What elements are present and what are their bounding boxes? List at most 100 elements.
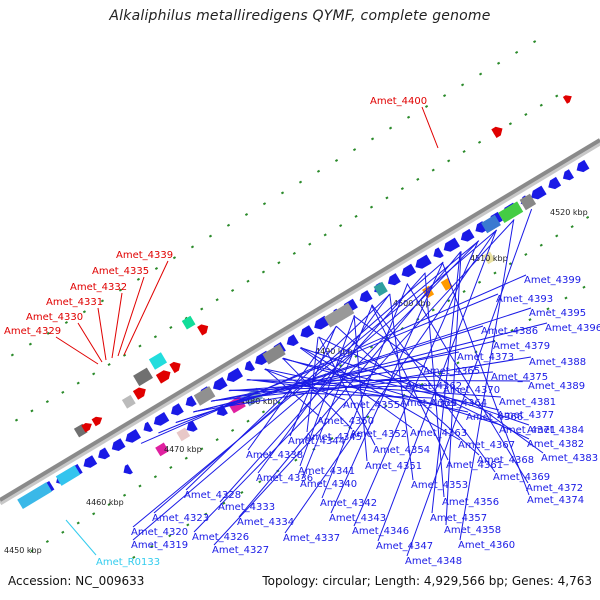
reverse-gene-label: Amet_4354 <box>373 445 430 456</box>
rna-gene-block <box>17 482 52 509</box>
guide-dot <box>447 159 451 163</box>
reverse-gene-arrow <box>359 290 373 303</box>
reverse-gene-label: Amet_4336 <box>256 473 313 484</box>
reverse-gene-label: Amet_4320 <box>131 527 188 538</box>
guide-dot <box>118 288 123 292</box>
guide-dot <box>462 150 466 154</box>
scale-tick-label: 4520 kbp <box>550 208 588 217</box>
guide-dot <box>222 501 226 505</box>
guide-dot <box>456 361 460 365</box>
guide-dot <box>46 331 50 335</box>
reverse-leader-line <box>153 261 444 514</box>
pseudo-gene-block <box>262 343 286 365</box>
guide-dot <box>277 261 281 265</box>
guide-dot <box>258 480 262 484</box>
guide-dot <box>438 372 442 376</box>
reverse-gene-label: Amet_4381 <box>499 397 556 408</box>
scale-tick-label: 4470 kbp <box>164 445 202 454</box>
forward-gene-label: Amet_4400 <box>370 96 427 107</box>
guide-dot <box>546 307 550 311</box>
reverse-gene-label: Amet_4350 <box>317 416 374 427</box>
reverse-gene-arrow <box>401 263 417 278</box>
rna-gene-label: Amet_R0133 <box>96 557 160 568</box>
reverse-leader-line <box>431 251 461 514</box>
gene-block-green <box>498 201 524 223</box>
reverse-leader-line <box>441 262 530 496</box>
forward-leader-line <box>123 260 169 356</box>
scale-tick-label: 4460 kbp <box>86 498 124 507</box>
guide-dot <box>262 202 267 206</box>
reverse-gene-label: Amet_4356 <box>442 497 499 508</box>
reverse-gene-label: Amet_4352 <box>350 429 407 440</box>
gene-block-pale <box>176 427 191 442</box>
guide-dot <box>45 400 49 404</box>
guide-dot <box>153 335 158 339</box>
reverse-gene-label: Amet_4340 <box>300 479 357 490</box>
guide-dot <box>570 225 574 229</box>
topology-text: Topology: circular; Length: 4,929,566 bp… <box>262 574 592 588</box>
guide-dot <box>330 436 334 440</box>
gene-block-blue <box>481 214 501 234</box>
reverse-leader-line <box>318 336 376 446</box>
pseudo-gene-block <box>133 367 153 387</box>
reverse-gene-label: Amet_4360 <box>458 540 515 551</box>
forward-leader-line <box>421 106 439 149</box>
reverse-gene-arrow <box>244 360 255 372</box>
guide-dot <box>497 61 501 65</box>
guide-dot <box>184 316 188 320</box>
guide-dot <box>339 224 343 228</box>
reverse-gene-label: Amet_4368 <box>477 455 534 466</box>
guide-dot <box>240 490 244 494</box>
reverse-leader-line <box>445 251 462 526</box>
reverse-gene-arrow <box>143 421 153 432</box>
reverse-gene-arrow <box>111 438 126 451</box>
forward-gene-arrow <box>81 423 92 433</box>
forward-leader-line <box>77 322 103 363</box>
reverse-leader-line <box>318 336 530 440</box>
reverse-leader-line <box>213 219 515 546</box>
guide-dot <box>555 94 559 98</box>
guide-dot <box>107 503 111 507</box>
reverse-gene-label: Amet_4347 <box>376 541 433 552</box>
guide-dot <box>204 512 208 516</box>
forward-labels: Amet_4400 Amet_4339 Amet_4335 Amet_4332 Amet… <box>4 96 439 365</box>
guide-dot <box>508 122 513 126</box>
forward-gene-label: Amet_4335 <box>92 266 149 277</box>
reverse-gene-label: Amet_4357 <box>430 513 487 524</box>
reverse-gene-label: Amet_4319 <box>131 540 188 551</box>
guide-dot <box>323 233 327 237</box>
pseudo-gene-block <box>324 302 355 328</box>
guide-dot <box>424 104 429 108</box>
reverse-gene-label: Amet_4323 <box>152 513 209 524</box>
reverse-leader-line <box>289 326 337 437</box>
reverse-gene-label: Amet_4389 <box>528 381 585 392</box>
forward-gene-arrow <box>562 95 572 104</box>
reverse-leader-line <box>353 241 479 527</box>
guide-dot <box>339 364 343 368</box>
guide-dot <box>369 205 374 209</box>
guide-dot <box>447 299 451 303</box>
gene-block-mint <box>181 315 196 330</box>
guide-dot <box>478 72 483 76</box>
reverse-gene-label: Amet_4358 <box>444 525 501 536</box>
reverse-leader-line <box>247 379 502 398</box>
scale-tick-label: 4510 kbp <box>470 254 508 263</box>
guide-dot <box>244 212 249 216</box>
gene-block-cyan <box>148 352 167 370</box>
guide-dot <box>416 177 420 181</box>
guide-dot <box>76 381 80 385</box>
guide-dot <box>186 523 190 527</box>
guide-dot <box>369 345 374 349</box>
reverse-leader-line <box>306 337 319 433</box>
guide-dot <box>30 409 34 413</box>
guide-dot <box>122 353 127 357</box>
guide-dot <box>231 428 235 432</box>
reverse-labels: Amet_4399 Amet_4393 Amet_4395 Amet_4396 Amet… <box>131 208 600 567</box>
reverse-leader-line <box>406 208 533 557</box>
forward-gene-label: Amet_4332 <box>70 282 127 293</box>
reverse-gene-arrow <box>531 185 547 200</box>
reverse-gene-label: Amet_4371 <box>499 425 556 436</box>
reverse-gene-label: Amet_4374 <box>527 495 584 506</box>
scale-tick-label: 4500 kbp <box>393 299 431 308</box>
